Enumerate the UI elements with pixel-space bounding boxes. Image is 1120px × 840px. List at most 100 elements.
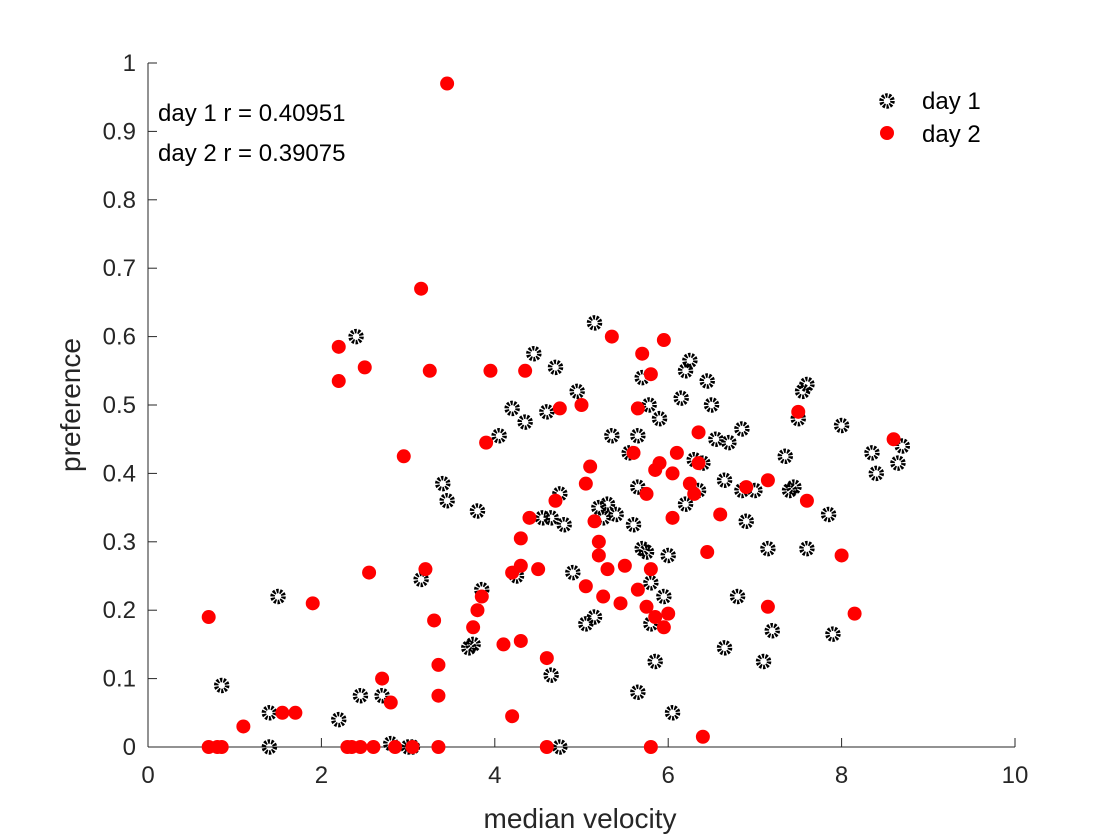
point-day2 bbox=[353, 740, 368, 754]
point-day1 bbox=[643, 575, 659, 591]
point-day1 bbox=[465, 636, 481, 653]
point-day2 bbox=[513, 633, 528, 648]
point-day1 bbox=[261, 705, 278, 721]
legend-symbol-day1 bbox=[879, 93, 895, 109]
point-day2 bbox=[362, 565, 377, 580]
point-day2 bbox=[405, 740, 420, 754]
point-day1 bbox=[734, 421, 750, 437]
point-day1 bbox=[716, 472, 733, 488]
point-day2 bbox=[422, 363, 437, 378]
point-day1 bbox=[491, 428, 507, 444]
point-day2 bbox=[427, 613, 442, 628]
point-day2 bbox=[483, 363, 498, 378]
series-day-2 bbox=[201, 76, 901, 754]
point-day2 bbox=[522, 510, 537, 525]
point-day1 bbox=[664, 705, 681, 721]
point-day1 bbox=[721, 434, 737, 451]
point-day1 bbox=[547, 359, 564, 376]
point-day1 bbox=[729, 588, 746, 605]
point-day2 bbox=[687, 486, 702, 501]
point-day2 bbox=[643, 740, 658, 754]
series-day-1 bbox=[213, 315, 911, 755]
point-day2 bbox=[791, 404, 806, 419]
point-day1 bbox=[747, 482, 763, 499]
x-tick-label: 10 bbox=[1002, 762, 1029, 789]
point-day1 bbox=[543, 510, 559, 526]
point-day1 bbox=[348, 328, 364, 345]
point-day2 bbox=[886, 432, 901, 447]
x-axis-label: median velocity bbox=[484, 803, 677, 834]
point-day2 bbox=[661, 606, 676, 621]
point-day1 bbox=[703, 397, 720, 413]
point-day1 bbox=[799, 540, 815, 557]
point-day2 bbox=[375, 671, 390, 686]
point-day1 bbox=[825, 626, 841, 642]
point-day2 bbox=[518, 363, 533, 378]
point-day2 bbox=[617, 558, 632, 573]
legend-marker-day2 bbox=[880, 126, 894, 140]
y-tick-label: 0.2 bbox=[103, 597, 136, 624]
point-day1 bbox=[638, 544, 655, 560]
point-day2 bbox=[275, 705, 290, 720]
point-day2 bbox=[466, 620, 481, 635]
x-tick-label: 6 bbox=[662, 762, 675, 789]
point-day2 bbox=[847, 606, 862, 621]
point-day2 bbox=[578, 579, 593, 594]
point-day1 bbox=[786, 479, 802, 495]
point-day1 bbox=[833, 417, 850, 434]
point-day2 bbox=[665, 510, 680, 525]
point-day2 bbox=[630, 401, 645, 416]
y-tick-label: 1 bbox=[123, 50, 136, 77]
point-day1 bbox=[270, 588, 286, 605]
point-day1 bbox=[625, 516, 642, 533]
point-day1 bbox=[213, 677, 230, 694]
point-day2 bbox=[596, 589, 611, 604]
point-day1 bbox=[569, 383, 585, 400]
y-axis-label: preference bbox=[55, 338, 86, 472]
point-day1 bbox=[630, 684, 646, 701]
legend-marker-day1 bbox=[879, 93, 895, 109]
point-day2 bbox=[834, 548, 849, 563]
point-day2 bbox=[578, 476, 593, 491]
point-day1 bbox=[868, 465, 885, 482]
point-day2 bbox=[548, 493, 563, 508]
point-day2 bbox=[414, 281, 429, 296]
point-day2 bbox=[574, 398, 589, 412]
point-day1 bbox=[352, 687, 369, 704]
y-tick-label: 0.8 bbox=[103, 187, 136, 214]
point-day1 bbox=[526, 345, 542, 362]
point-day2 bbox=[470, 603, 485, 618]
point-day2 bbox=[587, 514, 602, 529]
point-day2 bbox=[656, 333, 671, 348]
point-day2 bbox=[639, 486, 654, 501]
point-day2 bbox=[505, 709, 520, 724]
point-day1 bbox=[517, 414, 533, 430]
point-day2 bbox=[760, 473, 775, 488]
point-day2 bbox=[479, 435, 494, 450]
point-day2 bbox=[513, 531, 528, 546]
x-tick-label: 0 bbox=[141, 762, 154, 789]
point-day2 bbox=[539, 740, 554, 754]
point-day2 bbox=[474, 589, 489, 604]
point-day2 bbox=[643, 562, 658, 577]
point-day1 bbox=[864, 445, 880, 461]
axis-ticks: 0 2 4 6 8 10 0 0.1 0.2 0.3 0.4 0.5 0.6 0.7 0.8 0.9 1 bbox=[103, 50, 1029, 789]
point-day2 bbox=[760, 599, 775, 614]
point-day2 bbox=[739, 480, 754, 495]
point-day2 bbox=[691, 425, 706, 440]
point-day2 bbox=[583, 459, 598, 474]
annotation-day1-r: day 1 r = 0.40951 bbox=[158, 100, 345, 127]
point-day1 bbox=[556, 516, 572, 533]
legend-label-day1: day 1 bbox=[922, 88, 981, 115]
y-tick-label: 0.4 bbox=[103, 460, 136, 487]
point-day2 bbox=[591, 548, 606, 563]
y-tick-label: 0.9 bbox=[103, 118, 136, 145]
point-day1 bbox=[820, 506, 837, 523]
point-day2 bbox=[440, 76, 455, 91]
point-day1 bbox=[738, 513, 754, 530]
annotation-day2-r: day 2 r = 0.39075 bbox=[158, 140, 345, 167]
y-tick-label: 0.3 bbox=[103, 529, 136, 556]
point-day1 bbox=[716, 640, 733, 656]
point-day2 bbox=[639, 599, 654, 614]
point-day2 bbox=[331, 339, 346, 354]
